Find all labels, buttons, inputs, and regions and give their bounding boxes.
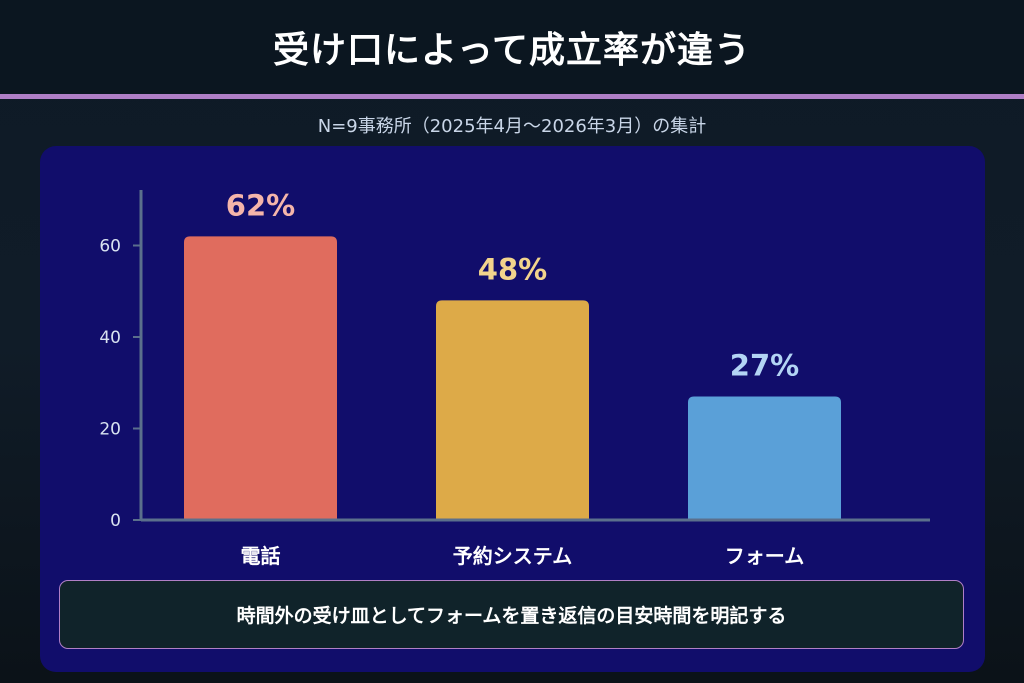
bar-value-label: 62% xyxy=(226,188,295,222)
accent-divider xyxy=(0,94,1024,99)
bar-value-label: 27% xyxy=(730,348,799,382)
recommendation-note: 時間外の受け皿としてフォームを置き返信の目安時間を明記する xyxy=(59,580,964,649)
x-category-label: フォーム xyxy=(725,544,804,568)
bar xyxy=(688,396,841,520)
bar xyxy=(184,236,337,520)
bar xyxy=(436,300,589,520)
page-subtitle: N=9事務所（2025年4月〜2026年3月）の集計 xyxy=(317,116,707,137)
y-tick-label: 60 xyxy=(99,237,121,257)
bar-value-label: 48% xyxy=(478,252,547,286)
x-category-label: 予約システム xyxy=(453,544,572,568)
page-title: 受け口によって成立率が違う xyxy=(272,30,752,71)
y-tick-label: 0 xyxy=(110,511,121,531)
x-category-label: 電話 xyxy=(241,544,281,568)
y-tick-label: 40 xyxy=(99,328,121,348)
header-bar xyxy=(0,0,1024,94)
y-tick-label: 20 xyxy=(99,420,121,440)
